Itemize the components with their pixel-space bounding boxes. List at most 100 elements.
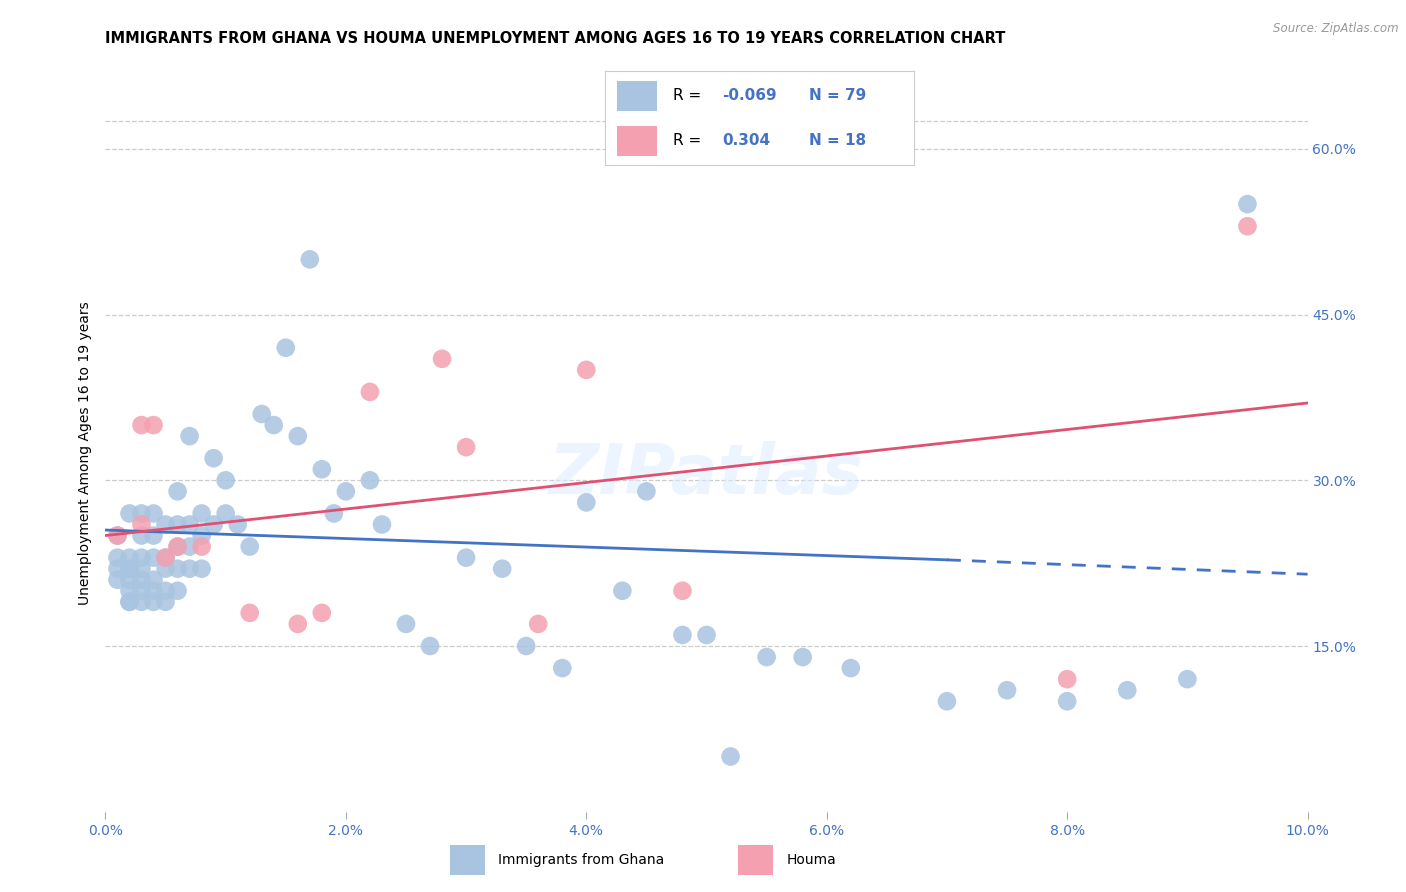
Point bbox=[118, 562, 141, 576]
Point bbox=[755, 650, 778, 665]
Bar bbox=[450, 845, 485, 875]
Point bbox=[359, 384, 381, 399]
Point bbox=[202, 451, 225, 466]
Point bbox=[612, 583, 634, 598]
Point bbox=[118, 507, 141, 521]
Point bbox=[118, 583, 141, 598]
Point bbox=[142, 528, 165, 542]
Point bbox=[250, 407, 273, 421]
Point bbox=[142, 595, 165, 609]
Point bbox=[1116, 683, 1139, 698]
Point bbox=[118, 595, 141, 609]
Bar bbox=[617, 126, 657, 156]
Point bbox=[131, 528, 153, 542]
Point bbox=[107, 573, 129, 587]
Point bbox=[131, 573, 153, 587]
Point bbox=[454, 440, 477, 454]
Point bbox=[491, 562, 513, 576]
Point bbox=[179, 540, 201, 554]
Point bbox=[118, 595, 141, 609]
Text: Immigrants from Ghana: Immigrants from Ghana bbox=[498, 853, 664, 867]
Bar bbox=[617, 81, 657, 111]
Point bbox=[720, 749, 742, 764]
Point bbox=[636, 484, 658, 499]
Point bbox=[166, 484, 188, 499]
Point bbox=[1236, 219, 1258, 234]
Point bbox=[515, 639, 537, 653]
Text: R =: R = bbox=[672, 133, 710, 148]
Point bbox=[311, 462, 333, 476]
Point bbox=[298, 252, 321, 267]
Point bbox=[395, 616, 418, 631]
Point bbox=[166, 562, 188, 576]
Text: N = 79: N = 79 bbox=[808, 88, 866, 103]
Point bbox=[155, 583, 177, 598]
Point bbox=[527, 616, 550, 631]
Point bbox=[1175, 672, 1198, 686]
Point bbox=[792, 650, 814, 665]
Point bbox=[575, 363, 598, 377]
Point bbox=[155, 517, 177, 532]
Text: ZIPatlas: ZIPatlas bbox=[548, 441, 865, 508]
Point bbox=[142, 418, 165, 433]
Point bbox=[1236, 197, 1258, 211]
Text: Source: ZipAtlas.com: Source: ZipAtlas.com bbox=[1274, 22, 1399, 36]
Text: 0.304: 0.304 bbox=[723, 133, 770, 148]
Point bbox=[202, 517, 225, 532]
Point bbox=[190, 507, 212, 521]
Text: -0.069: -0.069 bbox=[723, 88, 776, 103]
Point bbox=[839, 661, 862, 675]
Point bbox=[311, 606, 333, 620]
Point bbox=[131, 562, 153, 576]
Point bbox=[166, 540, 188, 554]
Point bbox=[131, 418, 153, 433]
Point bbox=[287, 429, 309, 443]
Point bbox=[575, 495, 598, 509]
Point bbox=[155, 550, 177, 565]
Point bbox=[371, 517, 394, 532]
Point bbox=[131, 595, 153, 609]
Point bbox=[419, 639, 441, 653]
Point bbox=[155, 595, 177, 609]
Point bbox=[214, 473, 236, 487]
Point bbox=[263, 418, 285, 433]
Point bbox=[142, 573, 165, 587]
Point bbox=[1056, 694, 1078, 708]
Point bbox=[936, 694, 959, 708]
Text: IMMIGRANTS FROM GHANA VS HOUMA UNEMPLOYMENT AMONG AGES 16 TO 19 YEARS CORRELATIO: IMMIGRANTS FROM GHANA VS HOUMA UNEMPLOYM… bbox=[105, 31, 1005, 46]
Point bbox=[107, 562, 129, 576]
Point bbox=[239, 606, 262, 620]
Point bbox=[142, 550, 165, 565]
Point bbox=[155, 550, 177, 565]
Point bbox=[287, 616, 309, 631]
Point bbox=[142, 583, 165, 598]
Point bbox=[131, 507, 153, 521]
Point bbox=[696, 628, 718, 642]
Point bbox=[107, 550, 129, 565]
Point bbox=[131, 583, 153, 598]
Point bbox=[179, 429, 201, 443]
Point bbox=[551, 661, 574, 675]
Point bbox=[107, 528, 129, 542]
Point bbox=[166, 540, 188, 554]
Point bbox=[274, 341, 297, 355]
Point bbox=[671, 628, 693, 642]
Point bbox=[190, 528, 212, 542]
Point bbox=[179, 517, 201, 532]
Point bbox=[118, 550, 141, 565]
Point bbox=[454, 550, 477, 565]
Y-axis label: Unemployment Among Ages 16 to 19 years: Unemployment Among Ages 16 to 19 years bbox=[77, 301, 91, 605]
Point bbox=[335, 484, 357, 499]
Point bbox=[190, 540, 212, 554]
Point bbox=[107, 528, 129, 542]
Text: Houma: Houma bbox=[786, 853, 837, 867]
Text: N = 18: N = 18 bbox=[808, 133, 866, 148]
Point bbox=[214, 507, 236, 521]
Point bbox=[131, 517, 153, 532]
Point bbox=[142, 507, 165, 521]
Point bbox=[166, 517, 188, 532]
Point bbox=[1056, 672, 1078, 686]
Point bbox=[671, 583, 693, 598]
Point bbox=[322, 507, 344, 521]
Bar bbox=[738, 845, 773, 875]
